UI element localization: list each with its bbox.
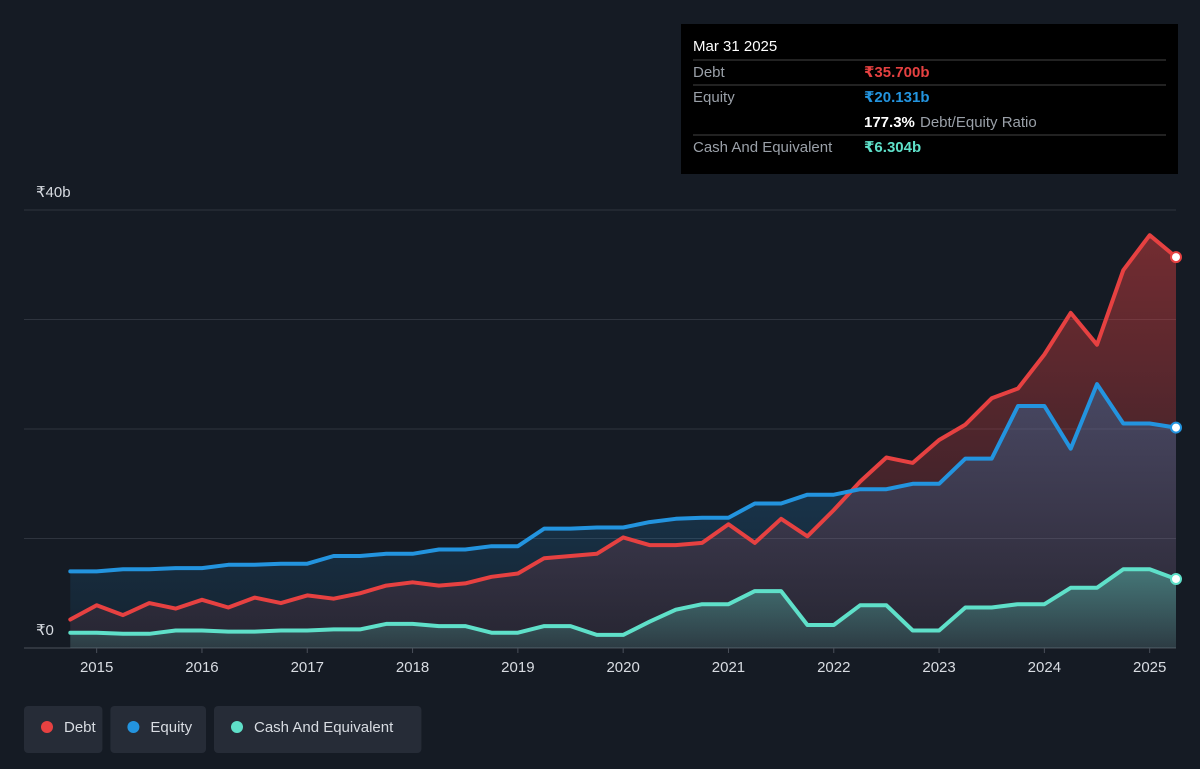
legend-button[interactable] bbox=[214, 706, 422, 753]
x-tick-label: 2024 bbox=[1028, 659, 1061, 676]
y-tick-label: ₹0 bbox=[36, 622, 54, 639]
legend-item[interactable]: Debt bbox=[24, 706, 103, 753]
x-tick-label: 2015 bbox=[80, 659, 113, 676]
lines bbox=[68, 233, 1182, 637]
legend-swatch bbox=[127, 721, 140, 733]
tooltip-label: Debt bbox=[693, 64, 726, 81]
y-tick-label: ₹40b bbox=[36, 184, 71, 201]
end-point bbox=[1170, 421, 1182, 434]
legend-label[interactable]: Debt bbox=[64, 719, 97, 736]
x-tick-label: 2018 bbox=[396, 659, 429, 676]
legend-label[interactable]: Cash And Equivalent bbox=[254, 719, 394, 736]
x-tick-label: 2020 bbox=[606, 659, 639, 676]
axis: ₹40b ₹0 2015 2016 2017 2018 2019 2020 2021 2022 20… bbox=[36, 184, 1166, 676]
series-line bbox=[68, 382, 1178, 574]
tooltip-label: Cash And Equivalent bbox=[693, 139, 833, 156]
ratio-value: 177.3% bbox=[864, 114, 915, 131]
series-area bbox=[70, 569, 1176, 648]
tooltip-box bbox=[681, 24, 1178, 174]
legend-swatch bbox=[231, 721, 243, 733]
x-tick-label: 2023 bbox=[922, 659, 955, 676]
legend-item[interactable]: Equity bbox=[110, 706, 206, 753]
x-tick-label: 2022 bbox=[817, 659, 850, 676]
x-tick-label: 2017 bbox=[291, 659, 324, 676]
areas bbox=[70, 235, 1176, 648]
series-area bbox=[70, 384, 1176, 648]
x-tick-label: 2021 bbox=[712, 659, 745, 676]
legend-button[interactable] bbox=[24, 706, 103, 753]
legend-item[interactable]: Cash And Equivalent bbox=[214, 706, 422, 753]
tooltip-date: Mar 31 2025 bbox=[693, 38, 777, 55]
legend: Debt Equity Cash And Equivalent bbox=[24, 706, 422, 753]
tooltip: Mar 31 2025 Debt ₹35.700b Equity ₹20.131… bbox=[681, 24, 1178, 174]
x-tick-label: 2019 bbox=[501, 659, 534, 676]
x-tick-label: 2016 bbox=[185, 659, 218, 676]
tooltip-value: ₹20.131b bbox=[864, 89, 929, 106]
end-point bbox=[1170, 251, 1182, 264]
legend-label[interactable]: Equity bbox=[150, 719, 192, 736]
series-line bbox=[68, 567, 1178, 637]
tooltip-value: ₹6.304b bbox=[864, 139, 921, 156]
tooltip-value: ₹35.700b bbox=[864, 64, 929, 81]
legend-swatch bbox=[41, 721, 53, 733]
x-tick-label: 2025 bbox=[1133, 659, 1166, 676]
series-line bbox=[68, 233, 1178, 622]
legend-button[interactable] bbox=[110, 706, 206, 753]
ratio-label: Debt/Equity Ratio bbox=[920, 114, 1037, 131]
tooltip-label: Equity bbox=[693, 89, 735, 106]
end-point bbox=[1170, 572, 1182, 585]
